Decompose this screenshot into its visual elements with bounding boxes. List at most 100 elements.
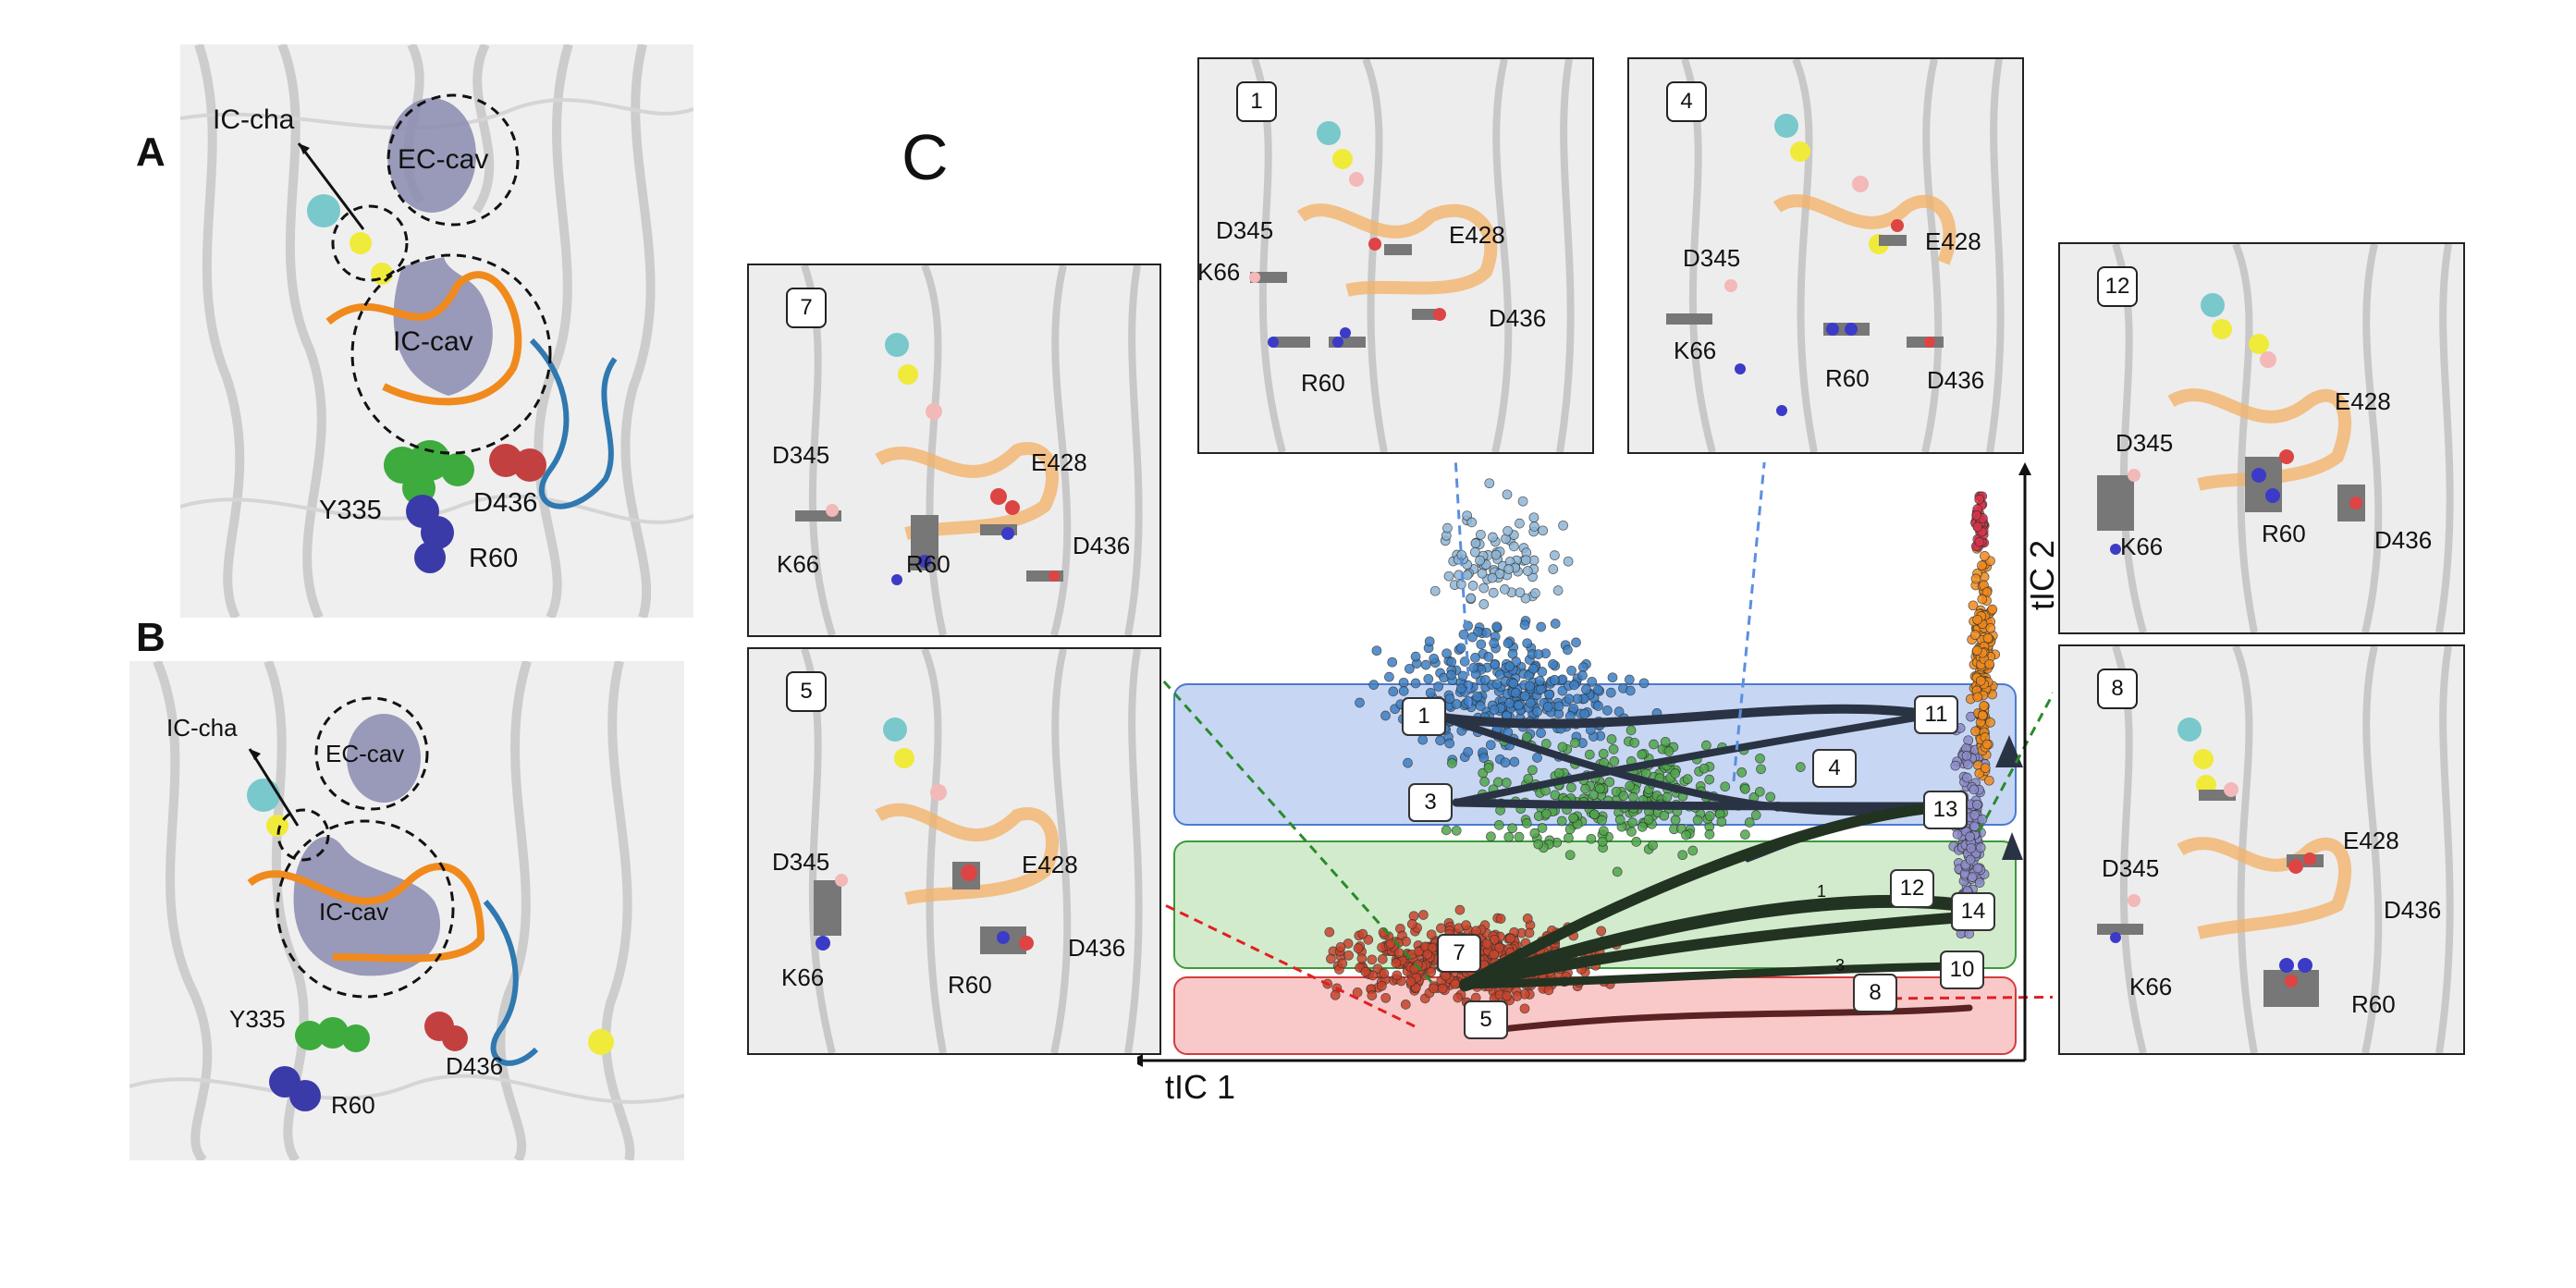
blue-point [1542,702,1553,712]
green-point [1614,815,1625,825]
green-point [1687,845,1699,856]
green-point [1765,791,1776,803]
state-14: 14 [1951,892,1995,931]
blue-point [1481,628,1492,638]
state-11: 11 [1914,695,1958,734]
green-point [1631,837,1642,847]
red-point [1367,990,1378,1000]
green-point [1541,808,1552,819]
blue-point [1446,669,1456,681]
red-point [1437,983,1448,994]
blue-point [1371,645,1382,656]
blue-point [1467,632,1478,643]
lightblue-point [1484,478,1495,489]
lightblue-point [1488,532,1498,543]
blue-point [1587,676,1598,687]
lightblue-point [1478,583,1490,594]
green-point [1720,781,1731,792]
lightblue-point [1529,521,1539,532]
inset-5-structure [801,649,1143,1053]
purple-point [1963,759,1973,770]
red-point [1337,958,1348,969]
blue-point [1563,644,1573,656]
green-point [1522,731,1532,742]
lightblue-point [1503,525,1513,536]
inset-1-d345: D345 [1216,216,1274,244]
flux-small-label-3: 3 [1835,956,1845,975]
points-orange [1965,543,2001,786]
green-point [1604,777,1615,788]
green-point [1754,786,1765,797]
blue-point [1564,693,1575,705]
blue-point [1536,728,1546,739]
inset-state-5: 5 D345 E428 K66 R60 D436 [747,647,1161,1055]
label-y335-a: Y335 [319,496,382,525]
lightblue-point [1563,556,1574,567]
label-ic-cha-b: IC-cha [166,714,238,742]
ec-cav-circle-b [314,696,429,811]
blue-point [1625,685,1636,696]
cyan-ion-b [247,779,280,812]
inset-5-d436: D436 [1068,934,1126,962]
inset-12-number: 12 [2097,266,2138,307]
green-point [1659,810,1670,821]
lightblue-point [1455,579,1466,590]
lightblue-point [1528,512,1539,523]
orange-point [1972,614,1982,625]
lightblue-point [1509,541,1519,552]
green-point [1750,810,1761,820]
green-point [1557,742,1568,753]
green-point [1568,813,1578,823]
x-axis-label: tIC 1 [1165,1068,1236,1106]
green-point [1570,738,1580,748]
red-point [1367,954,1378,965]
red-point [1543,985,1554,996]
inset-state-4: 4 D345 E428 K66 R60 D436 [1627,57,2024,454]
inset-state-12: 12 D345 E428 K66 R60 D436 [2058,242,2465,634]
green-point [1756,764,1766,775]
inset-4-e428: E428 [1925,227,1981,255]
green-point [1677,850,1688,861]
blue-point [1455,643,1466,654]
red-point [1454,904,1466,915]
state-8: 8 [1853,974,1897,1012]
orange-point [1975,675,1986,686]
ic-cha-arrow-b [248,748,300,827]
green-point [1598,748,1609,759]
orange-point [1981,739,1993,750]
blue-point [1500,757,1511,768]
green-point [1670,815,1681,826]
purple-point [1961,772,1972,783]
red-point [1406,919,1417,929]
blue-point [1571,637,1581,648]
blue-point [1463,746,1474,757]
lightblue-point [1442,522,1453,534]
green-point [1740,829,1750,840]
orange-point [1969,630,1981,641]
red-point [1377,980,1387,991]
blue-point [1577,662,1589,672]
inset-state-8: 8 D345 E428 D436 K66 R60 [2058,644,2465,1055]
blue-point [1504,661,1515,672]
blue-point [1417,734,1429,745]
green-point [1441,825,1452,836]
blue-point [1476,639,1487,650]
green-point [1537,823,1548,833]
label-y335-b: Y335 [229,1005,286,1033]
green-point [1736,767,1748,778]
inset-12-d436: D436 [2374,526,2433,554]
green-point [1670,768,1680,779]
blue-point [1420,659,1431,670]
orange-point [1970,573,1981,584]
purple-point [1965,854,1976,865]
state-12: 12 [1890,869,1934,908]
yellow-ion-1 [350,232,372,254]
red-point [1429,983,1439,994]
orange-point [1972,692,1983,703]
inset-7-number: 7 [786,288,827,328]
blue-point [1536,684,1546,694]
ec-cav-circle [386,93,520,227]
orange-point [1980,551,1990,561]
lightblue-point [1520,555,1531,566]
inset-8-number: 8 [2097,669,2138,709]
